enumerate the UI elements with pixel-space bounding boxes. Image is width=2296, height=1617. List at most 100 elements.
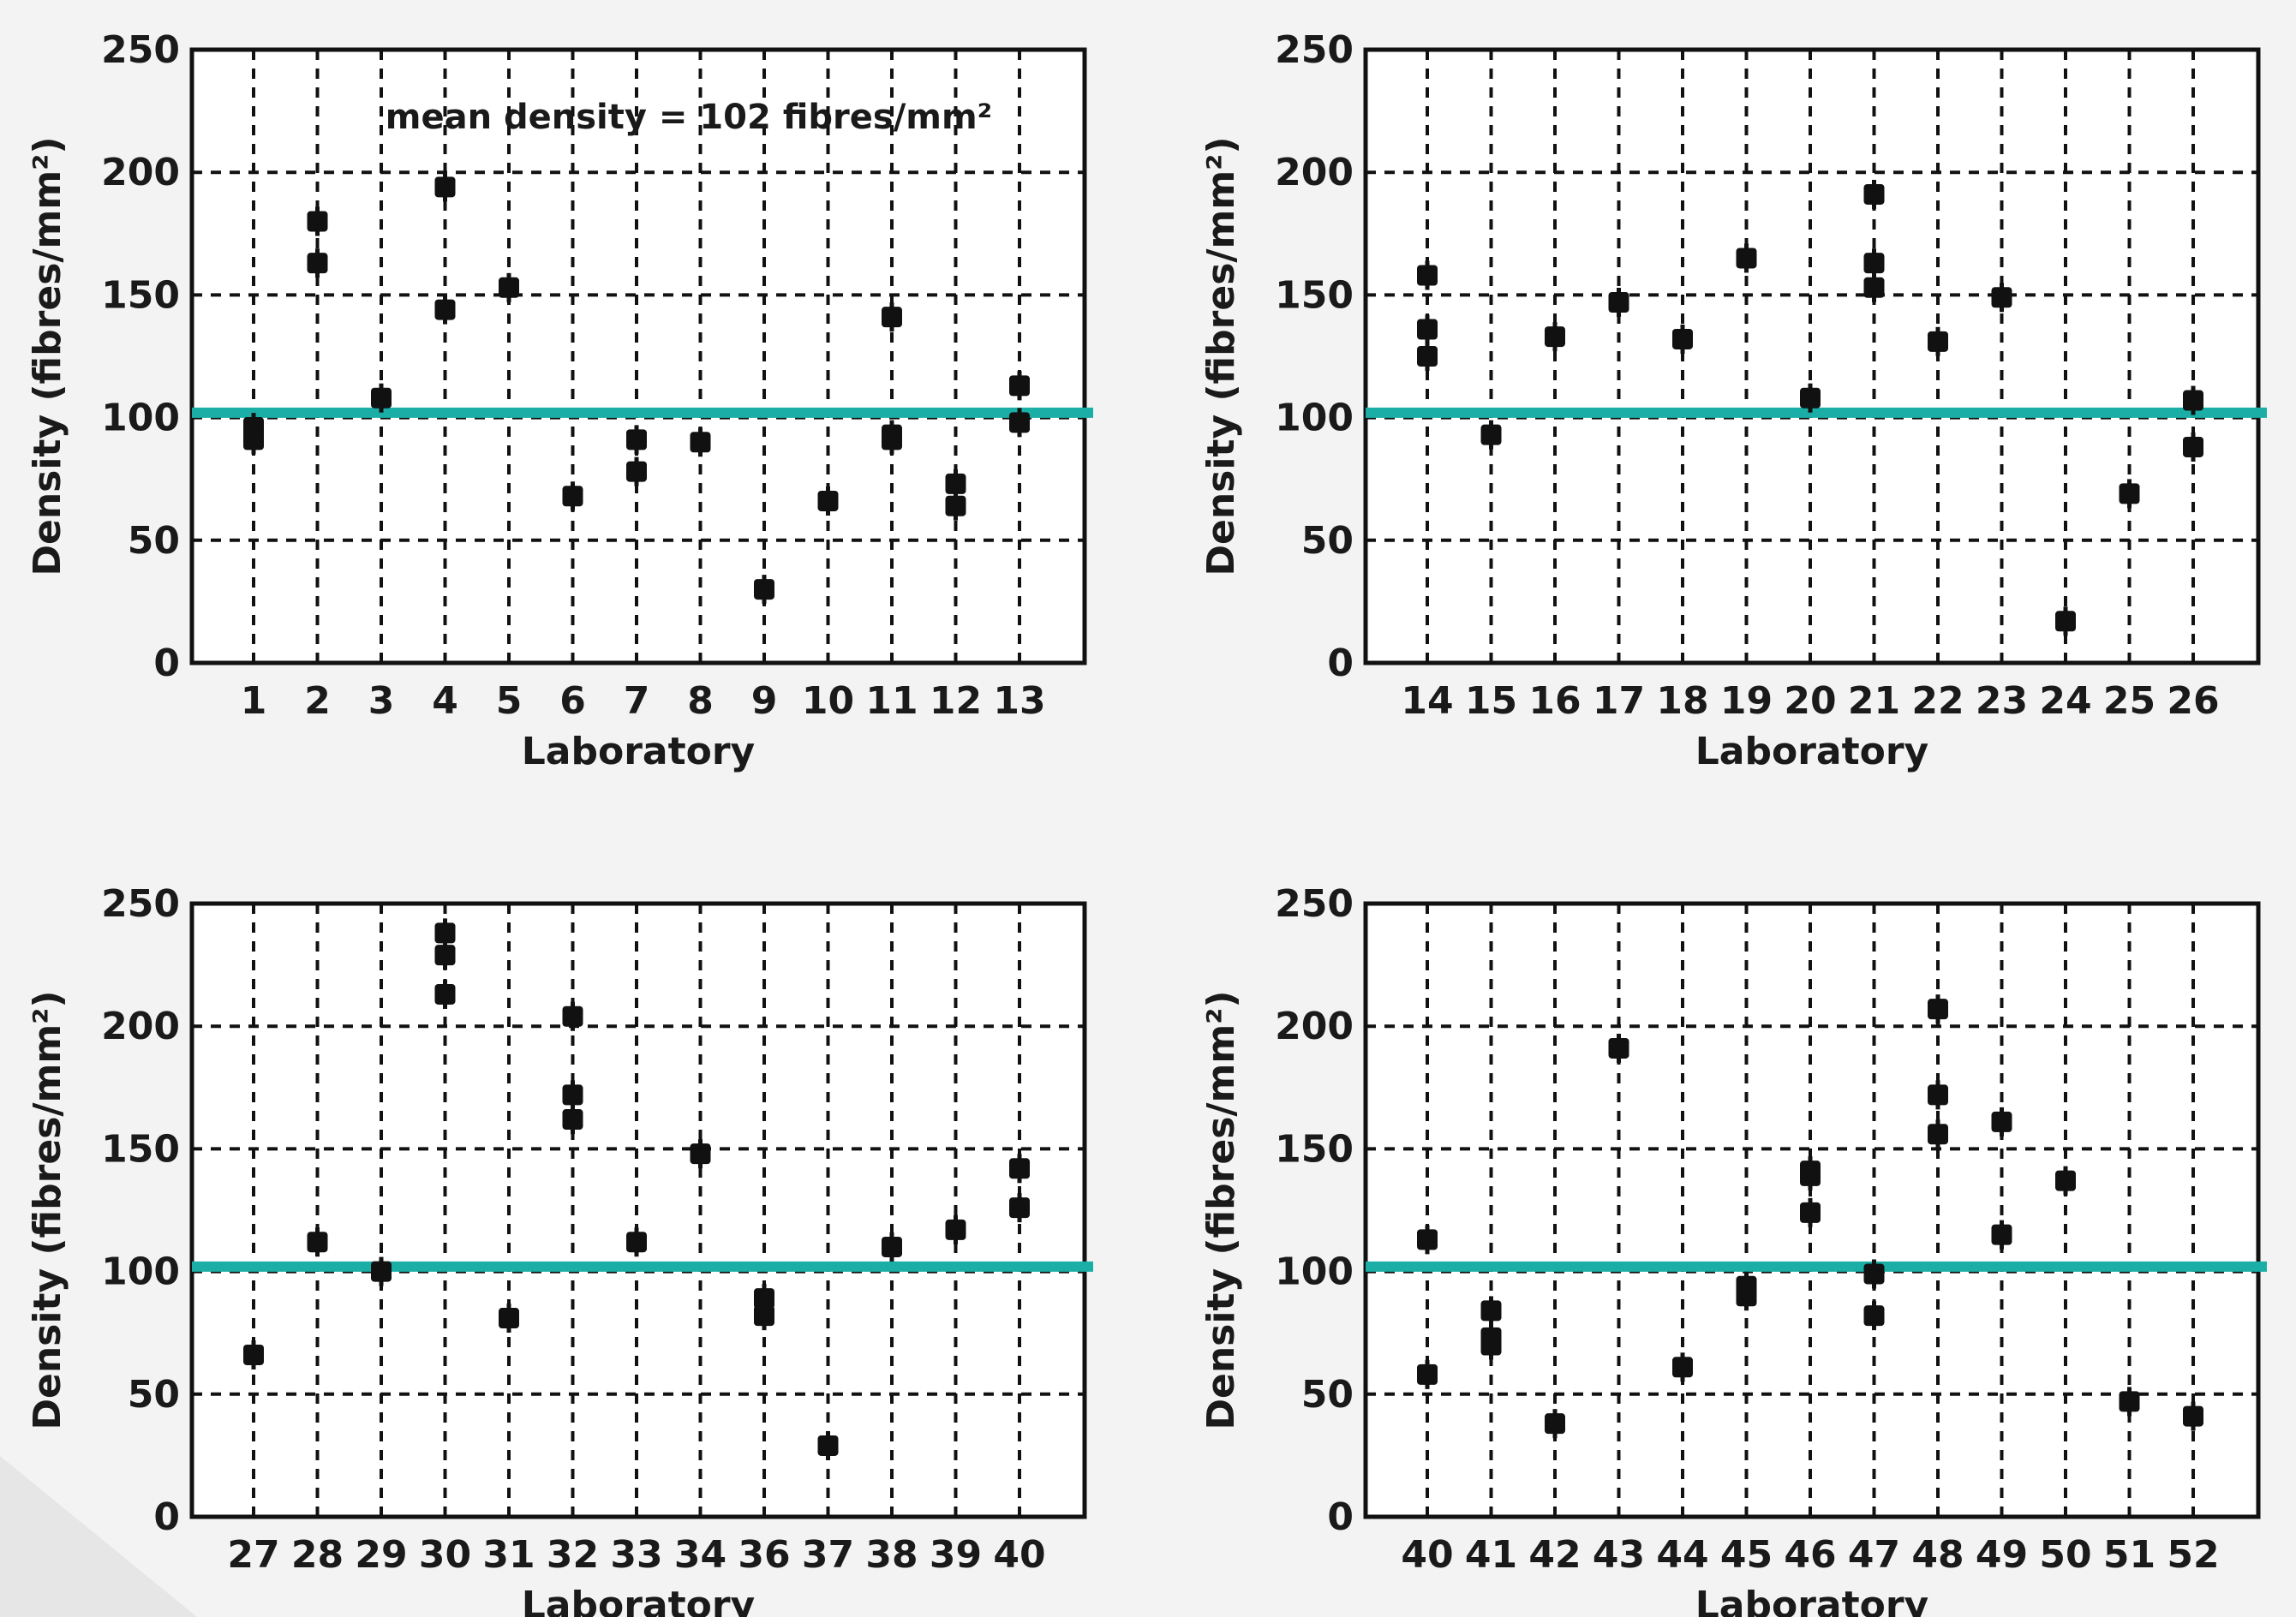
- data-point: [817, 1430, 839, 1460]
- x-tick-label: 32: [547, 1533, 599, 1577]
- x-tick-label: 27: [227, 1533, 279, 1577]
- data-point-marker: [690, 1143, 711, 1165]
- data-point: [1863, 272, 1885, 302]
- data-point: [626, 1227, 647, 1257]
- data-point: [1928, 1119, 1948, 1149]
- data-point-marker: [1009, 1197, 1030, 1219]
- x-tick-label: 45: [1720, 1533, 1773, 1577]
- x-tick-label: 1: [241, 679, 267, 723]
- data-point: [1991, 1220, 2012, 1250]
- data-point: [1608, 287, 1629, 317]
- data-point: [882, 302, 902, 332]
- data-point-marker: [1417, 346, 1438, 367]
- data-point: [1608, 1033, 1629, 1063]
- data-point: [1800, 1197, 1821, 1227]
- data-point: [1672, 324, 1693, 354]
- data-point: [626, 425, 647, 455]
- x-tick-label: 8: [687, 679, 714, 723]
- y-axis-label: Density (fibres/mm²): [26, 136, 69, 576]
- data-point-marker: [882, 1236, 902, 1257]
- y-tick-label: 100: [101, 397, 180, 440]
- data-point-marker: [307, 1232, 328, 1253]
- x-tick-label: 5: [496, 679, 523, 723]
- x-tick-label: 41: [1465, 1533, 1517, 1577]
- x-tick-label: 19: [1720, 679, 1773, 723]
- data-point-marker: [1991, 1224, 2012, 1245]
- data-point-marker: [626, 461, 647, 482]
- data-point: [1863, 1301, 1885, 1331]
- x-tick-label: 18: [1656, 679, 1708, 723]
- y-axis-label: Density (fibres/mm²): [1199, 136, 1243, 576]
- x-tick-label: 15: [1465, 679, 1517, 723]
- x-tick-label: 51: [2103, 1533, 2155, 1577]
- data-point-marker: [626, 1232, 647, 1253]
- x-tick-label: 24: [2039, 679, 2091, 723]
- data-point: [1480, 1296, 1502, 1326]
- data-point: [2183, 432, 2203, 462]
- data-point: [371, 1256, 392, 1286]
- data-point: [1480, 420, 1502, 450]
- data-point: [1928, 994, 1948, 1024]
- data-point: [1417, 1359, 1438, 1389]
- x-tick-label: 44: [1656, 1533, 1708, 1577]
- x-tick-label: 28: [291, 1533, 344, 1577]
- data-point: [1800, 1161, 1821, 1190]
- data-point: [434, 295, 456, 325]
- data-point-marker: [1863, 1305, 1885, 1327]
- data-point-marker: [626, 429, 647, 450]
- data-point-marker: [434, 299, 456, 320]
- data-point-marker: [1417, 1363, 1438, 1385]
- data-point: [1009, 1193, 1030, 1223]
- data-point: [434, 940, 456, 970]
- data-point-marker: [371, 1261, 392, 1282]
- data-point: [1863, 179, 1885, 209]
- data-point: [690, 1139, 711, 1169]
- data-point-marker: [754, 1305, 774, 1327]
- data-point-marker: [817, 1435, 839, 1456]
- data-point: [562, 1080, 583, 1110]
- data-point-marker: [1991, 1111, 2012, 1132]
- x-tick-label: 2: [304, 679, 331, 723]
- data-point-marker: [817, 490, 839, 511]
- data-point: [562, 481, 583, 511]
- y-tick-label: 50: [128, 519, 180, 563]
- x-tick-label: 36: [738, 1533, 790, 1577]
- x-tick-label: 46: [1784, 1533, 1836, 1577]
- x-tick-label: 25: [2103, 679, 2155, 723]
- y-tick-label: 250: [101, 882, 180, 926]
- x-tick-label: 49: [1976, 1533, 2028, 1577]
- y-tick-label: 250: [1275, 28, 1354, 72]
- data-point-marker: [562, 1084, 583, 1106]
- data-point: [882, 1232, 902, 1262]
- data-point: [1009, 371, 1030, 401]
- mean-density-annotation: mean density = 102 fibres/mm²: [386, 98, 992, 137]
- data-point: [945, 1214, 966, 1244]
- x-tick-label: 34: [674, 1533, 726, 1577]
- data-point-marker: [562, 486, 583, 507]
- data-point: [2055, 606, 2076, 636]
- data-point-marker: [2119, 483, 2140, 504]
- data-point: [1800, 383, 1821, 413]
- data-point: [2119, 479, 2140, 509]
- x-tick-label: 48: [1911, 1533, 1964, 1577]
- x-tick-label: 11: [865, 679, 918, 723]
- x-tick-label: 13: [993, 679, 1045, 723]
- data-point-marker: [2183, 436, 2203, 457]
- data-point-marker: [2055, 611, 2076, 632]
- y-tick-label: 150: [101, 1127, 180, 1171]
- y-tick-label: 0: [1327, 1495, 1354, 1539]
- x-tick-label: 40: [993, 1533, 1045, 1577]
- data-point-marker: [2119, 1391, 2140, 1412]
- data-point-marker: [882, 307, 902, 328]
- data-point-marker: [434, 945, 456, 966]
- data-point: [1928, 1080, 1948, 1110]
- y-tick-label: 200: [1275, 151, 1354, 194]
- data-point-marker: [754, 1288, 774, 1310]
- data-point-marker: [1736, 1286, 1757, 1307]
- x-tick-label: 30: [419, 1533, 471, 1577]
- data-point-marker: [1417, 319, 1438, 340]
- data-point-marker: [1672, 1357, 1693, 1378]
- data-point-marker: [1480, 1334, 1502, 1356]
- data-point-marker: [434, 983, 456, 1005]
- data-point: [1009, 408, 1030, 438]
